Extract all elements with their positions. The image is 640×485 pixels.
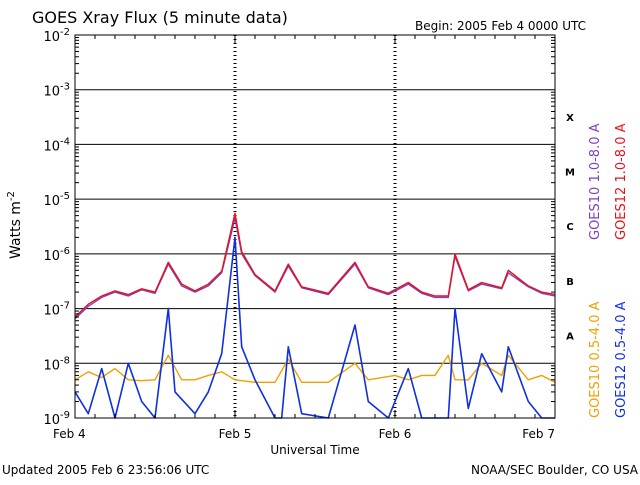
x-tick-label-2: Feb 6 bbox=[379, 427, 412, 441]
series-line-goes10-1-0-8-0-a bbox=[74, 217, 556, 320]
y-tick-label-5: 10-7 bbox=[43, 301, 70, 319]
y-tick-label-3: 10-5 bbox=[43, 191, 70, 209]
y-tick-label-4: 10-6 bbox=[43, 246, 70, 264]
flare-class-c: C bbox=[566, 222, 573, 233]
y-axis-label: Watts m-2 bbox=[6, 191, 24, 259]
y-tick-label-6: 10-8 bbox=[43, 355, 70, 373]
y-tick-label-1: 10-3 bbox=[43, 82, 70, 100]
y-tick-label-2: 10-4 bbox=[43, 136, 70, 154]
chart-title: GOES Xray Flux (5 minute data) bbox=[32, 8, 288, 27]
series-line-goes10-0-5-4-0-a bbox=[74, 354, 556, 383]
credit-label: NOAA/SEC Boulder, CO USA bbox=[471, 463, 639, 477]
legend-goes10-long: GOES10 1.0-8.0 A bbox=[588, 123, 603, 240]
y-tick-label-0: 10-2 bbox=[43, 27, 70, 45]
begin-label: Begin: 2005 Feb 4 0000 UTC bbox=[415, 19, 586, 33]
flare-class-x: X bbox=[566, 113, 574, 124]
x-tick-label-1: Feb 5 bbox=[219, 427, 252, 441]
flare-class-a: A bbox=[566, 332, 574, 343]
updated-timestamp: Updated 2005 Feb 6 23:56:06 UTC bbox=[2, 463, 209, 477]
flare-class-m: M bbox=[565, 168, 575, 179]
legend-goes12-short: GOES12 0.5-4.0 A bbox=[614, 301, 629, 418]
x-axis-label: Universal Time bbox=[270, 443, 359, 457]
series-line-goes12-0-5-4-0-a bbox=[74, 236, 555, 419]
flare-class-b: B bbox=[566, 277, 574, 288]
legend-goes12-long: GOES12 1.0-8.0 A bbox=[614, 123, 629, 240]
y-tick-label-7: 10-9 bbox=[43, 410, 70, 428]
legend-goes10-short: GOES10 0.5-4.0 A bbox=[588, 301, 603, 418]
x-tick-label-0: Feb 4 bbox=[53, 427, 86, 441]
x-tick-label-3: Feb 7 bbox=[522, 427, 555, 441]
series-line-goes12-1-0-8-0-a bbox=[74, 212, 556, 318]
plot-frame bbox=[74, 34, 556, 419]
